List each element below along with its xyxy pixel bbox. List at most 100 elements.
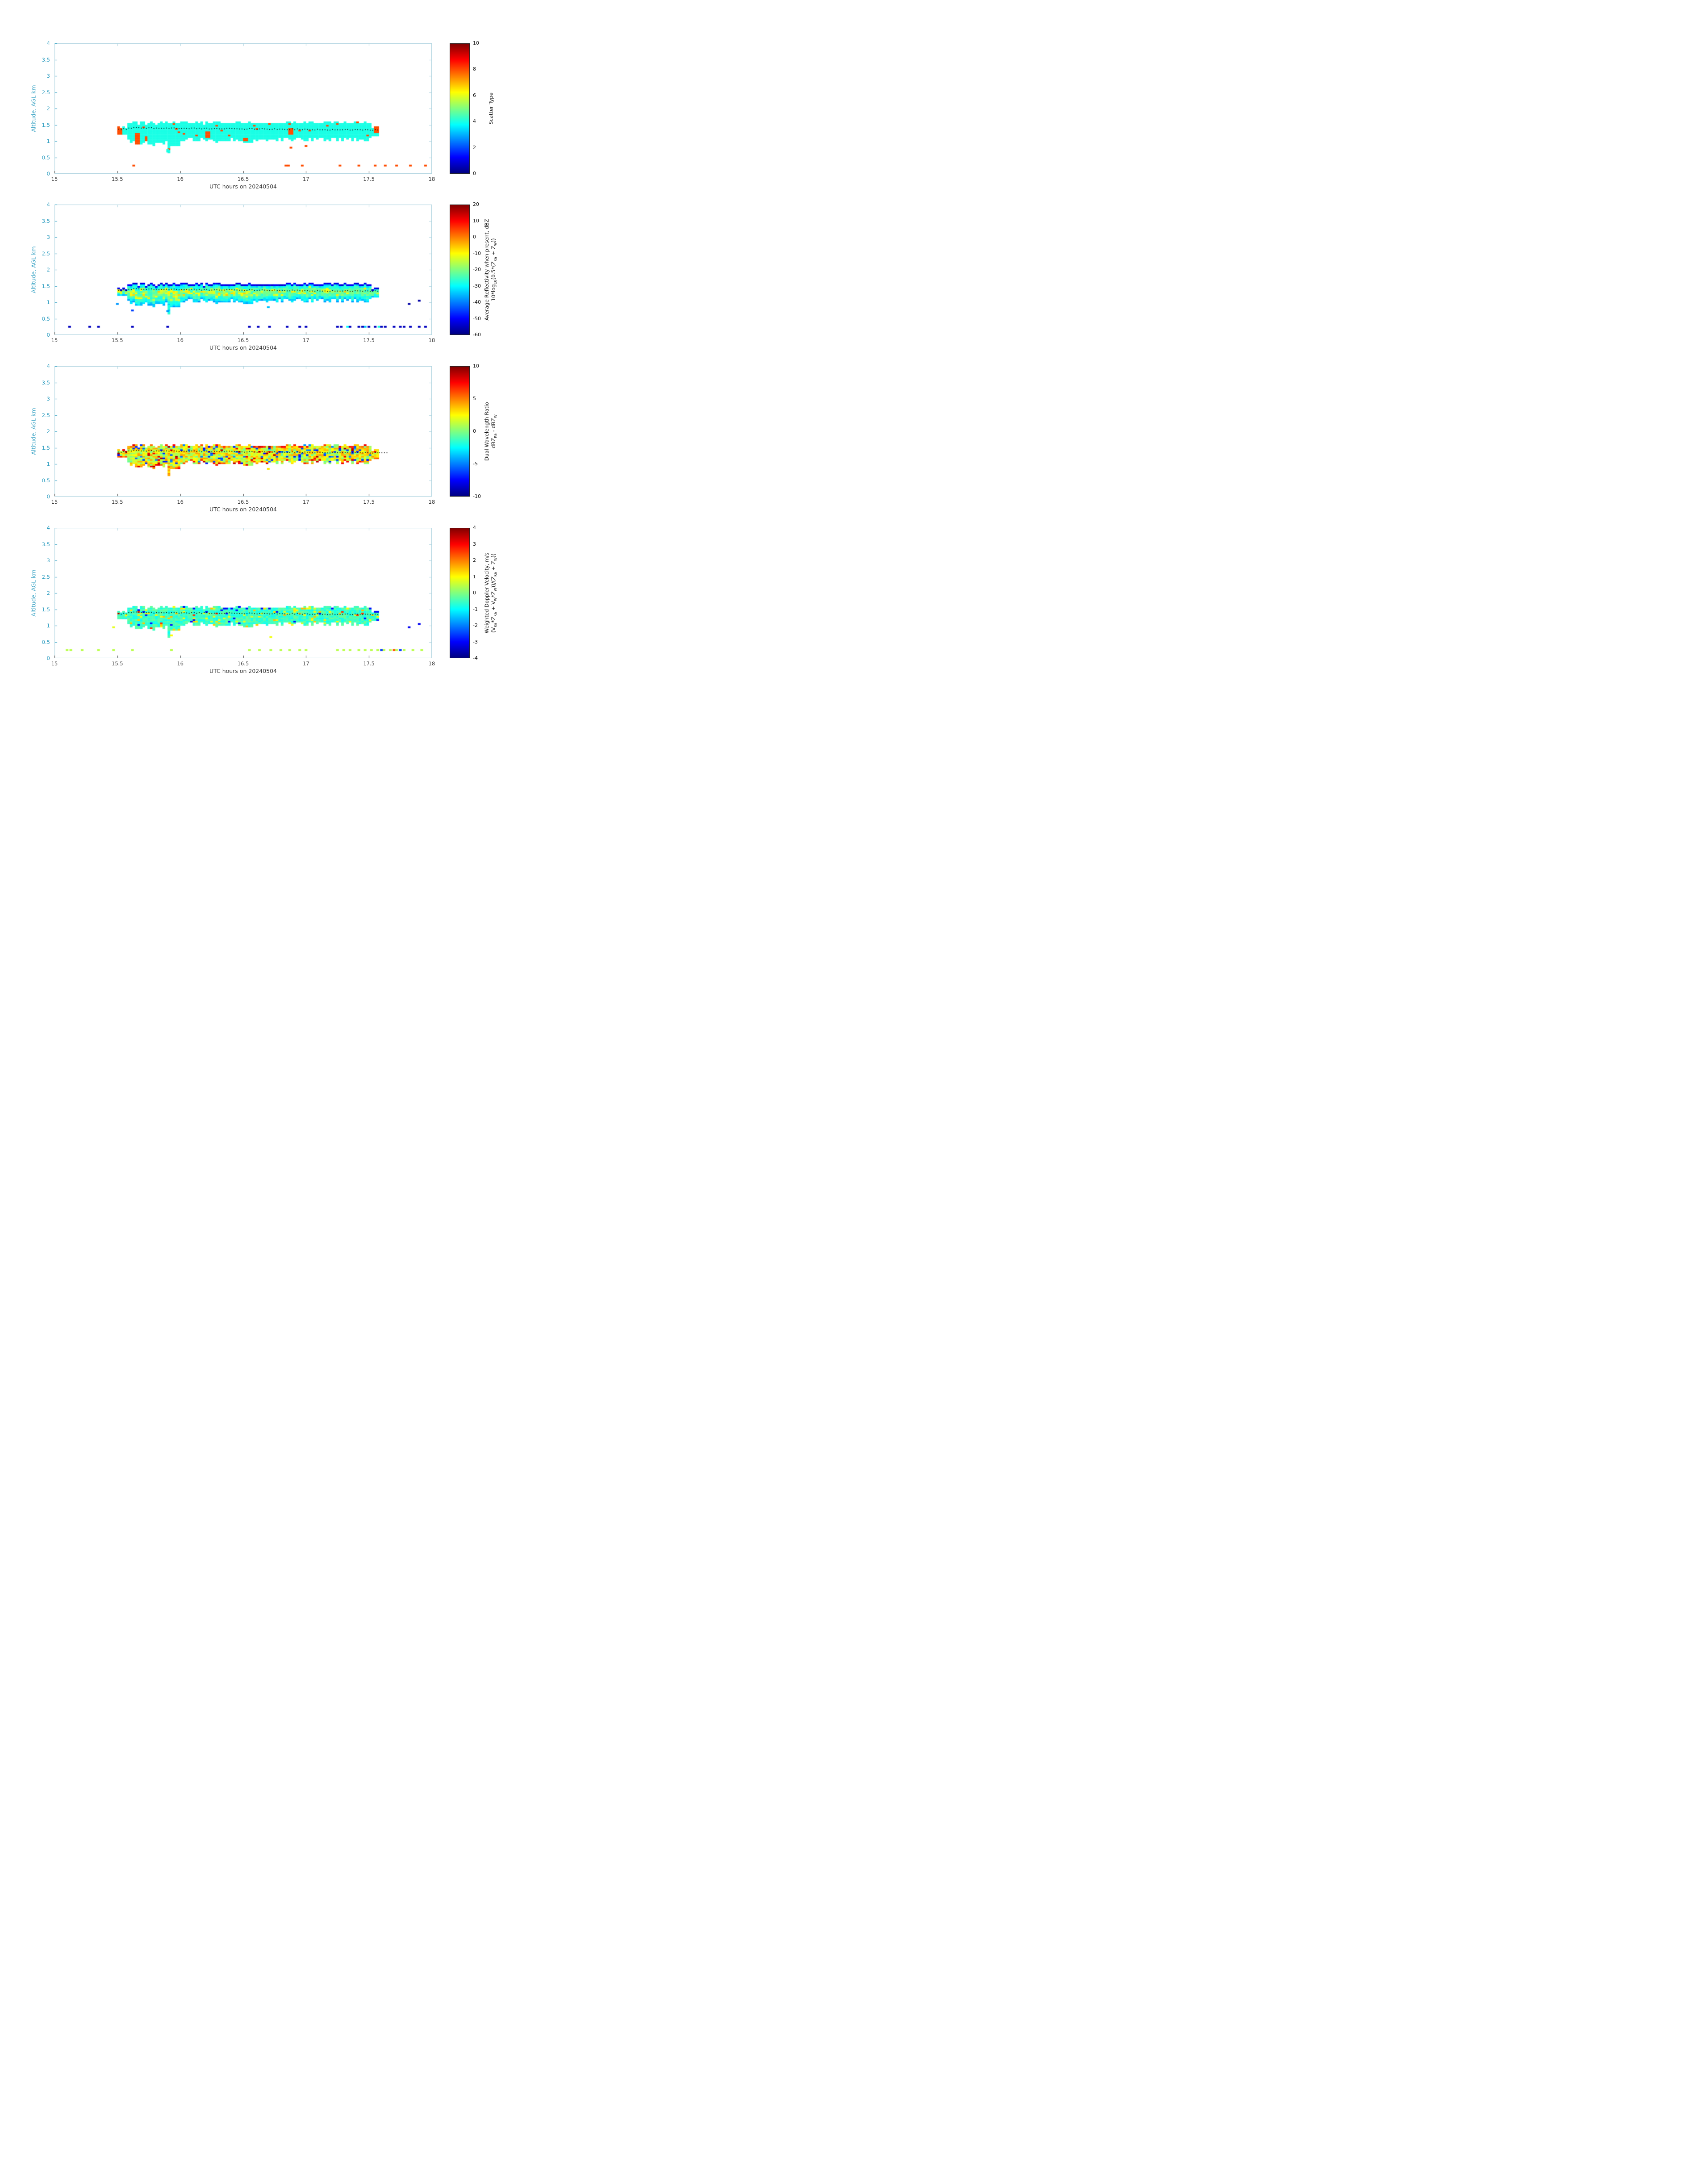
x-tick-label: 15: [51, 176, 58, 182]
figure: 0 0.5 1 1.5 2 2.5 3 3.5 4 15 15.5 16 16.5 17 17.5 18 0…: [0, 0, 569, 726]
panel-dual-wavelength-ratio: 0 0.5 1 1.5 2 2.5 3 3.5 4 15 15.5 16 16.5 17 17.5 18 -…: [0, 0, 569, 726]
y-tick-label: 3: [46, 73, 50, 79]
colorbar-title-line: (VKa*ZKa + VW*ZW))/(ZKa + ZW)): [490, 553, 498, 633]
y-tick-label: 1: [46, 138, 50, 144]
x-tick-label: 15.5: [112, 499, 123, 505]
y-tick-label: 1.5: [42, 121, 50, 128]
x-tick-label: 17.5: [363, 337, 375, 343]
y-tick-label: 2.5: [42, 412, 50, 418]
doppler-velocity-colorbar: [450, 528, 470, 658]
colorbar-tick-label: -10: [473, 493, 481, 499]
x-tick-label: 15: [51, 337, 58, 343]
colorbar-tick-label: 0: [473, 590, 476, 596]
y-tick-label: 3.5: [42, 541, 50, 547]
colorbar-tick-label: -4: [473, 655, 478, 661]
x-tick-label: 17: [303, 176, 309, 182]
y-tick-label: 0.5: [42, 315, 50, 322]
y-tick-label: 1.5: [42, 283, 50, 289]
colorbar-tick-label: 4: [473, 525, 476, 531]
x-tick-label: 17.5: [363, 176, 375, 182]
y-tick-label: 4: [46, 40, 50, 46]
colorbar-tick-label: 5: [473, 396, 476, 401]
doppler-velocity-heatmap: [54, 528, 432, 658]
y-tick-label: 0: [46, 171, 50, 177]
colorbar-tick-label: 2: [473, 144, 476, 150]
colorbar-tick-label: -30: [473, 283, 481, 289]
dual-wavelength-ratio-colorbar: [450, 366, 470, 497]
y-tick-label: 4: [46, 363, 50, 369]
y-tick-label: 0.5: [42, 154, 50, 161]
x-tick-label: 17: [303, 337, 309, 343]
x-tick-label: 16: [177, 499, 184, 505]
y-tick-label: 0.5: [42, 639, 50, 645]
colorbar-tick-label: 0: [473, 234, 476, 240]
colorbar-tick-label: 3: [473, 541, 476, 547]
x-tick-label: 15: [51, 499, 58, 505]
y-tick-label: 3.5: [42, 217, 50, 224]
x-tick-label: 18: [428, 176, 435, 182]
y-tick-label: 3.5: [42, 379, 50, 386]
y-tick-label: 4: [46, 201, 50, 208]
scatter-type-heatmap: [54, 43, 432, 174]
x-tick-label: 15: [51, 660, 58, 667]
y-tick-label: 0: [46, 655, 50, 661]
reflectivity-colorbar: [450, 205, 470, 335]
x-tick-label: 15.5: [112, 176, 123, 182]
x-tick-label: 16: [177, 337, 184, 343]
y-tick-label: 3: [46, 396, 50, 402]
colorbar-tick-label: -40: [473, 299, 481, 305]
colorbar-tick-label: 20: [473, 201, 479, 207]
reflectivity-heatmap: [54, 205, 432, 335]
x-tick-label: 18: [428, 660, 435, 667]
y-tick-label: 3: [46, 557, 50, 564]
panel-scatter-type: 0 0.5 1 1.5 2 2.5 3 3.5 4 15 15.5 16 16.5 17 17.5 18 0…: [0, 0, 569, 726]
y-tick-label: 0: [46, 332, 50, 338]
y-tick-label: 2: [46, 267, 50, 273]
y-tick-label: 1.5: [42, 444, 50, 451]
colorbar-tick-label: 4: [473, 118, 476, 125]
dual-wavelength-ratio-heatmap: [54, 366, 432, 497]
y-tick-label: 2: [46, 590, 50, 596]
colorbar-tick-label: -60: [473, 332, 481, 338]
colorbar-tick-label: 1: [473, 573, 476, 580]
y-tick-label: 0.5: [42, 477, 50, 484]
y-tick-label: 2.5: [42, 250, 50, 257]
x-axis-title: UTC hours on 20240504: [209, 344, 277, 351]
colorbar-tick-label: 0: [473, 428, 476, 434]
colorbar-title: Weighted Doppler Velocity, m/s (VKa*ZKa +…: [484, 553, 499, 634]
colorbar-tick-label: -2: [473, 623, 478, 628]
colorbar-tick-label: -10: [473, 250, 481, 256]
y-tick-label: 4: [46, 525, 50, 531]
x-axis-title: UTC hours on 20240504: [209, 183, 277, 190]
x-tick-label: 17.5: [363, 660, 375, 667]
y-tick-label: 1: [46, 299, 50, 305]
y-tick-label: 3.5: [42, 56, 50, 63]
y-tick-label: 0: [46, 493, 50, 500]
colorbar-tick-label: -50: [473, 315, 481, 322]
colorbar-tick-label: 6: [473, 92, 476, 98]
y-tick-label: 1: [46, 623, 50, 629]
x-tick-label: 18: [428, 337, 435, 343]
y-tick-label: 2.5: [42, 89, 50, 96]
x-tick-label: 16.5: [237, 499, 249, 505]
y-tick-label: 2: [46, 105, 50, 112]
colorbar-tick-label: -5: [473, 461, 478, 467]
x-tick-label: 16.5: [237, 176, 249, 182]
x-tick-label: 18: [428, 499, 435, 505]
x-axis-title: UTC hours on 20240504: [209, 668, 277, 674]
y-tick-label: 1.5: [42, 606, 50, 613]
colorbar-tick-label: -1: [473, 606, 478, 612]
y-tick-label: 2.5: [42, 573, 50, 580]
y-tick-label: 2: [46, 428, 50, 435]
x-tick-label: 17.5: [363, 499, 375, 505]
colorbar-tick-label: 8: [473, 66, 476, 72]
colorbar-tick-label: 0: [473, 171, 476, 176]
colorbar-tick-label: 2: [473, 557, 476, 563]
x-tick-label: 16.5: [237, 337, 249, 343]
panel-reflectivity: 0 0.5 1 1.5 2 2.5 3 3.5 4 15 15.5 16 16.5 17 17.5 18 -…: [0, 0, 569, 726]
x-tick-label: 16.5: [237, 660, 249, 667]
x-axis-title: UTC hours on 20240504: [209, 506, 277, 513]
x-tick-label: 17: [303, 499, 309, 505]
colorbar-tick-label: 10: [473, 217, 479, 224]
colorbar-tick-label: -3: [473, 639, 478, 645]
